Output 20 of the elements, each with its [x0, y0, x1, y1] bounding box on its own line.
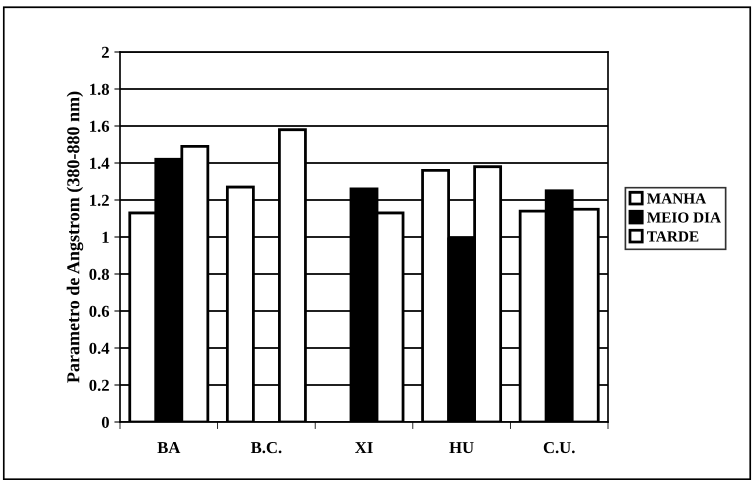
legend-label: TARDE [647, 231, 698, 242]
legend-label: MANHA [647, 193, 706, 204]
y-tick-label: 1 [102, 232, 109, 243]
x-tick-label: XI [355, 442, 373, 454]
y-tick-label: 1.6 [90, 120, 110, 132]
y-tick-label: 0.6 [89, 306, 110, 318]
x-tick-label: BA [158, 442, 180, 454]
x-tick-label: HU [449, 442, 474, 454]
x-tick-label: B.C. [250, 442, 282, 454]
y-tick-label: 1.2 [90, 194, 109, 206]
y-axis-title: Parametro de Angstrom (380-880 nm) [66, 92, 84, 383]
y-tick-label: 0.4 [89, 342, 110, 354]
y-tick-label: 1.4 [90, 158, 110, 170]
legend-label: MEIO DIA [647, 212, 721, 223]
y-tick-label: 1.8 [90, 84, 110, 96]
y-tick-label: 0.2 [89, 380, 109, 392]
y-tick-label: 0 [102, 416, 109, 428]
y-tick-label: 2 [102, 46, 109, 58]
y-tick-label: 0.8 [89, 268, 110, 280]
x-tick-label: C.U. [544, 442, 575, 454]
